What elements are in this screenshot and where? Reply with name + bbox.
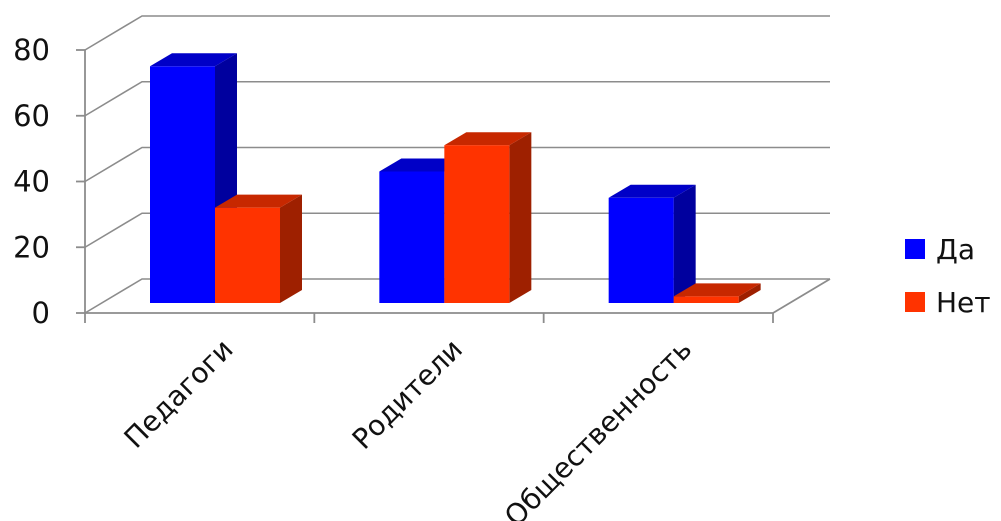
- bar-net-roditeli-top: [444, 132, 532, 146]
- y-tick-label-3: 60: [13, 99, 50, 133]
- legend-swatch-1: [905, 292, 925, 312]
- bar-net-pedagogi: [215, 207, 280, 303]
- bar-da-roditeli: [379, 171, 445, 303]
- bar-da-obshchestvennost: [608, 197, 674, 303]
- bar-net-pedagogi-side: [280, 194, 302, 303]
- y-tick-label-2: 40: [13, 165, 50, 199]
- bar-da-obshchestvennost-side: [673, 184, 696, 303]
- gridline-4: [84, 15, 830, 51]
- bar-da-pedagogi-top: [150, 53, 237, 67]
- bar-da-pedagogi: [150, 66, 215, 303]
- bar-net-obshchestvennost-top: [673, 283, 761, 297]
- x-category-label-0: Педагоги: [118, 333, 240, 455]
- gridline-0: [84, 278, 830, 314]
- legend-swatch-0: [905, 239, 925, 259]
- gridline-2: [84, 146, 830, 183]
- bar-net-obshchestvennost-side: [738, 283, 761, 303]
- bar-net-obshchestvennost: [673, 296, 739, 303]
- y-tick-label-0: 0: [32, 296, 50, 330]
- gridline-1: [84, 212, 830, 248]
- legend-label-1: Нет: [936, 286, 991, 319]
- bar-da-obshchestvennost-top: [608, 184, 696, 198]
- gridline-3: [84, 80, 830, 117]
- x-category-label-2: Общественность: [498, 333, 698, 521]
- bar-net-roditeli-side: [509, 132, 532, 303]
- bar-net-pedagogi-top: [215, 194, 302, 208]
- x-category-label-1: Родители: [346, 333, 469, 456]
- bar-net-roditeli: [444, 145, 510, 303]
- legend-label-0: Да: [936, 233, 975, 266]
- y-tick-label-4: 80: [13, 33, 50, 67]
- y-tick-label-1: 20: [13, 230, 50, 264]
